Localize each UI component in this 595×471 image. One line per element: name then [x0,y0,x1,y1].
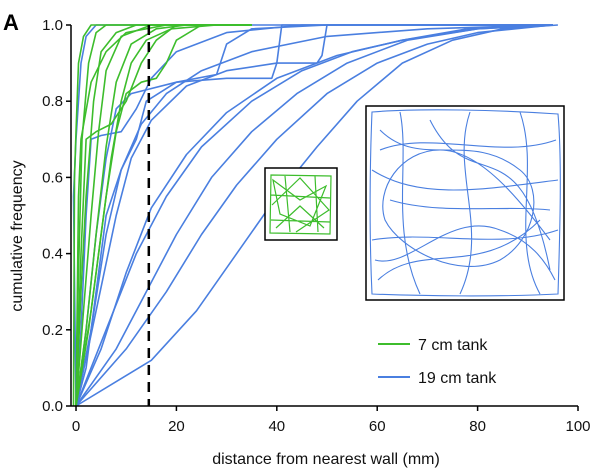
inset-19cm-tank [365,105,565,301]
series-line-green [75,24,252,407]
series-line-blue [75,24,553,407]
series-line-green [75,24,252,407]
legend-label-19cm: 19 cm tank [418,370,497,387]
x-tick-label: 80 [469,418,486,435]
y-tick-label: 1.0 [42,17,63,34]
series-line-green [75,24,252,407]
y-tick-label: 0.6 [42,169,63,186]
x-tick-label: 40 [268,418,285,435]
series-line-green [75,24,252,407]
y-tick-label: 0.4 [42,246,63,263]
y-ticks: 0.0 0.2 0.4 0.6 0.8 1.0 [42,17,71,415]
series-line-blue [75,24,553,407]
series-line-blue [75,24,553,407]
legend: 7 cm tank 19 cm tank [378,337,497,387]
y-tick-label: 0.2 [42,322,63,339]
series-line-green [75,24,252,407]
legend-label-7cm: 7 cm tank [418,337,488,354]
x-axis-label: distance from nearest wall (mm) [212,451,440,468]
series-line-blue [75,24,553,407]
x-tick-label: 20 [168,418,185,435]
y-tick-label: 0.0 [42,398,63,415]
series-line-blue [75,24,558,407]
series-line-green [75,24,252,407]
x-tick-label: 100 [565,418,590,435]
legend-item-7cm: 7 cm tank [378,337,488,354]
series-line-blue [75,24,553,407]
y-axis-label: cumulative frequency [9,160,26,311]
y-tick-label: 0.8 [42,93,63,110]
x-tick-label: 60 [369,418,386,435]
x-ticks: 0 20 40 60 80 100 [72,406,591,435]
axes: 0.0 0.2 0.4 0.6 0.8 1.0 0 20 40 60 80 100 [42,17,590,435]
series-line-blue [75,24,553,407]
panel-letter: A [3,10,19,35]
inset-7cm-tank [264,167,338,241]
legend-item-19cm: 19 cm tank [378,370,497,387]
series-line-green [75,24,252,407]
x-tick-label: 0 [72,418,80,435]
series-line-green [75,24,252,407]
series-line-green [72,24,252,407]
series-group [72,24,558,407]
